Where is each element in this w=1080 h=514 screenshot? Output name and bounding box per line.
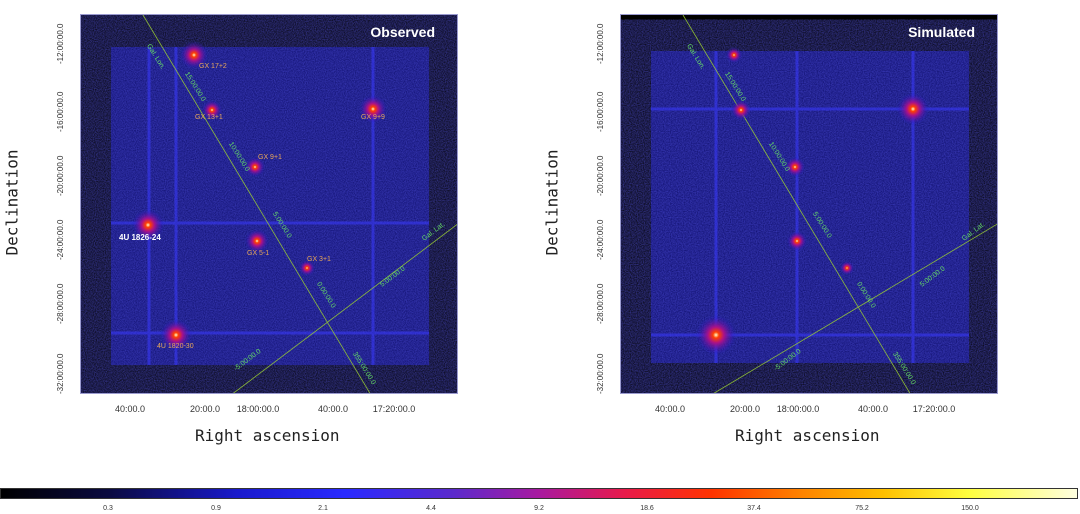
x-axis-label: Right ascension: [735, 426, 880, 445]
y-tick: -32:00:00.0: [596, 353, 605, 394]
source-4u1820-30: [160, 319, 192, 351]
x-axis-label: Right ascension: [195, 426, 340, 445]
source-gx9-1: [245, 157, 265, 177]
source-gx17-2: [180, 41, 208, 69]
x-tick: 20:00.0: [729, 404, 761, 414]
y-tick: -28:00:00.0: [56, 283, 65, 324]
source-spot: [897, 93, 929, 125]
colorbar-tick: 18.6: [640, 505, 654, 512]
x-tick: 20:00.0: [189, 404, 221, 414]
simulated-image: Simulated Gal. Lon. 15:00:00.0 10:00:00.…: [620, 14, 998, 394]
x-tick: 18:00:00.0: [776, 404, 820, 414]
colorbar-tick: 4.4: [426, 505, 436, 512]
sources: [696, 47, 929, 355]
source-spot: [726, 47, 742, 63]
source-label: GX 9+1: [258, 154, 282, 161]
y-tick: -28:00:00.0: [596, 283, 605, 324]
y-tick: -32:00:00.0: [56, 353, 65, 394]
sources: [132, 41, 387, 351]
source-gx3-1: [299, 260, 315, 276]
y-tick: -20:00:00.0: [596, 155, 605, 196]
y-tick: -16:00:00.0: [56, 91, 65, 132]
colorbar-tick: 2.1: [318, 505, 328, 512]
colorbar-tick: 75.2: [855, 505, 869, 512]
source-label: GX 17+2: [199, 63, 227, 70]
source-gx9-9: [359, 95, 387, 123]
source-spot: [696, 315, 736, 355]
observed-map: [111, 15, 457, 393]
observed-panel: Observed GX 17+2 GX 13+1 GX 9+9 GX 9+1 4…: [0, 0, 540, 460]
source-label: GX 5-1: [247, 250, 270, 257]
panel-title: Observed: [370, 24, 435, 40]
y-tick: -16:00:00.0: [596, 91, 605, 132]
source-spot: [785, 157, 805, 177]
y-tick: -12:00:00.0: [56, 23, 65, 64]
colorbar-tick: 9.2: [534, 505, 544, 512]
panel-title: Simulated: [908, 24, 975, 40]
source-gx5-1: [245, 229, 269, 253]
y-tick: -24:00:00.0: [596, 219, 605, 260]
y-tick: -20:00:00.0: [56, 155, 65, 196]
observed-image: Observed GX 17+2 GX 13+1 GX 9+9 GX 9+1 4…: [80, 14, 458, 394]
source-label: GX 3+1: [307, 256, 331, 263]
x-tick: 18:00:00.0: [236, 404, 280, 414]
x-tick: 17:20:00.0: [912, 404, 956, 414]
colorbar-tick: 37.4: [747, 505, 761, 512]
colorbar-tick: 0.3: [103, 505, 113, 512]
source-label: GX 9+9: [361, 114, 385, 121]
y-tick: -24:00:00.0: [56, 219, 65, 260]
source-gx13-1: [202, 100, 222, 120]
y-tick: -12:00:00.0: [596, 23, 605, 64]
x-tick: 17:20:00.0: [372, 404, 416, 414]
colorbar-tick: 150.0: [961, 505, 979, 512]
x-tick: 40:00.0: [114, 404, 146, 414]
source-label: 4U 1820-30: [157, 343, 194, 350]
simulated-map: [651, 15, 997, 393]
x-tick: 40:00.0: [857, 404, 889, 414]
source-label: 4U 1826-24: [119, 233, 161, 242]
x-tick: 40:00.0: [317, 404, 349, 414]
colorbar-tick: 0.9: [211, 505, 221, 512]
source-label: GX 13+1: [195, 114, 223, 121]
colorbar: [0, 488, 1078, 499]
field-noise: [111, 47, 429, 365]
y-axis-label: Declination: [542, 149, 562, 256]
source-spot: [840, 261, 854, 275]
source-spot: [731, 100, 751, 120]
simulated-panel: Simulated Gal. Lon. 15:00:00.0 10:00:00.…: [540, 0, 1080, 460]
x-tick: 40:00.0: [654, 404, 686, 414]
y-axis-label: Declination: [2, 149, 22, 256]
source-4u1826-24: [132, 209, 164, 241]
source-spot: [787, 231, 807, 251]
